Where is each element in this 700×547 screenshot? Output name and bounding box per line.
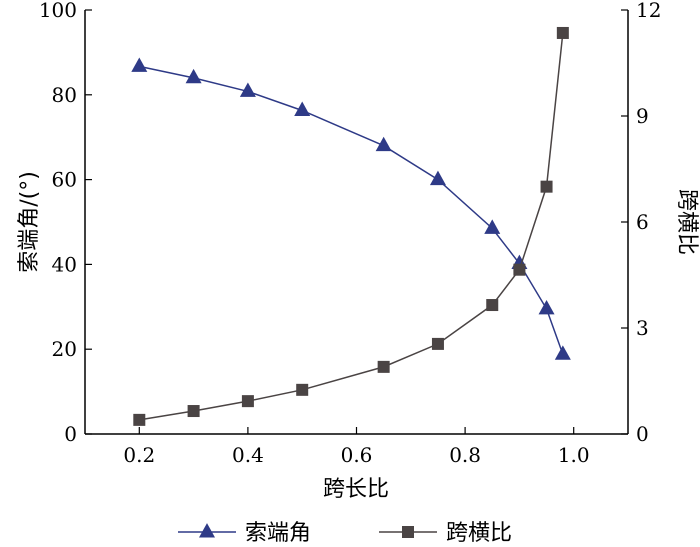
data-point-cable-angle (484, 219, 501, 234)
right-y-tick-label: 12 (636, 0, 661, 22)
data-point-cable-angle (131, 57, 148, 72)
data-point-span-ratio (187, 405, 200, 418)
right-y-tick-label: 0 (636, 422, 649, 446)
data-point-span-ratio (377, 360, 390, 373)
data-point-cable-angle (294, 101, 311, 116)
right-y-ticks: 0 3 6 9 12 (621, 0, 661, 446)
data-point-cable-angle (239, 82, 256, 97)
data-point-cable-angle (185, 68, 202, 84)
legend-label-span-ratio: 跨横比 (446, 521, 512, 546)
data-point-span-ratio (486, 299, 499, 312)
left-y-axis-title: 索端角/(°) (17, 171, 42, 273)
data-point-cable-angle (538, 299, 555, 315)
series-line-span-ratio (139, 32, 564, 421)
right-y-axis-title: 跨横比 (674, 189, 699, 255)
x-axis-title: 跨长比 (323, 477, 389, 502)
data-point-span-ratio (133, 413, 146, 426)
left-y-tick-label: 40 (52, 252, 77, 276)
legend-item-cable-angle: 索端角 (178, 521, 311, 546)
x-tick-label: 0.8 (449, 443, 481, 467)
x-tick-label: 0.4 (232, 443, 264, 467)
legend-item-span-ratio: 跨横比 (379, 521, 512, 546)
series-layer (131, 26, 571, 426)
x-ticks: 0.2 0.4 0.6 0.8 1.0 (123, 427, 590, 467)
series-line-cable-angle (139, 65, 564, 355)
legend-marker-cable-angle (199, 523, 215, 538)
data-point-span-ratio (431, 337, 444, 350)
x-tick-label: 1.0 (558, 443, 590, 467)
data-point-cable-angle (375, 136, 392, 152)
left-y-ticks: 0 20 40 60 80 100 (39, 0, 92, 446)
right-y-tick-label: 9 (636, 104, 649, 128)
data-point-span-ratio (296, 383, 309, 396)
data-point-cable-angle (429, 170, 446, 186)
right-y-tick-label: 3 (636, 316, 649, 340)
x-tick-label: 0.2 (123, 443, 155, 467)
legend: 索端角 跨横比 (178, 521, 512, 546)
x-tick-label: 0.6 (341, 443, 373, 467)
legend-marker-span-ratio (402, 526, 414, 538)
data-point-span-ratio (556, 26, 569, 39)
data-point-span-ratio (241, 395, 254, 408)
left-y-tick-label: 0 (64, 422, 77, 446)
left-y-tick-label: 80 (52, 83, 77, 107)
data-point-span-ratio (513, 263, 526, 276)
plot-frame (84, 10, 629, 435)
data-point-span-ratio (540, 180, 553, 193)
left-y-tick-label: 100 (39, 0, 77, 22)
legend-label-cable-angle: 索端角 (245, 521, 311, 546)
data-point-cable-angle (554, 345, 571, 360)
right-y-tick-label: 6 (636, 210, 649, 234)
left-y-tick-label: 60 (52, 168, 77, 192)
left-y-tick-label: 20 (52, 337, 77, 361)
